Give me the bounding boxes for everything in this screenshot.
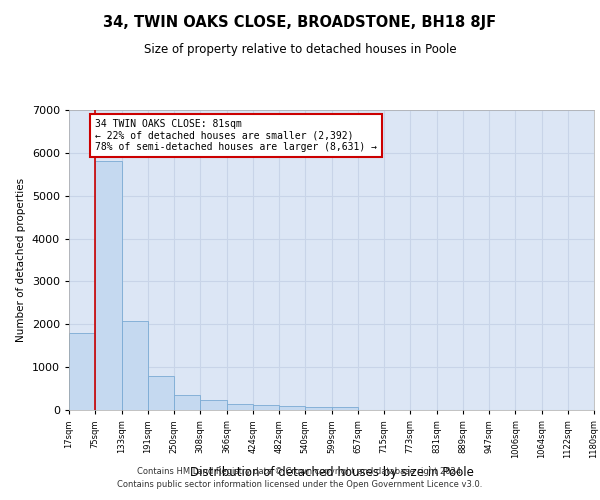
- Bar: [331, 408, 358, 410]
- Bar: [69, 333, 95, 410]
- Text: 34, TWIN OAKS CLOSE, BROADSTONE, BH18 8JF: 34, TWIN OAKS CLOSE, BROADSTONE, BH18 8J…: [103, 15, 497, 30]
- Bar: [253, 406, 279, 410]
- Bar: [148, 376, 174, 410]
- Bar: [279, 406, 305, 410]
- Text: Contains HM Land Registry data © Crown copyright and database right 2024.: Contains HM Land Registry data © Crown c…: [137, 467, 463, 476]
- X-axis label: Distribution of detached houses by size in Poole: Distribution of detached houses by size …: [190, 466, 473, 479]
- Bar: [174, 395, 200, 410]
- Bar: [305, 407, 331, 410]
- Bar: [121, 321, 148, 410]
- Bar: [95, 162, 121, 410]
- Text: Contains public sector information licensed under the Open Government Licence v3: Contains public sector information licen…: [118, 480, 482, 489]
- Bar: [200, 400, 227, 410]
- Text: Size of property relative to detached houses in Poole: Size of property relative to detached ho…: [143, 42, 457, 56]
- Y-axis label: Number of detached properties: Number of detached properties: [16, 178, 26, 342]
- Bar: [227, 404, 253, 410]
- Text: 34 TWIN OAKS CLOSE: 81sqm
← 22% of detached houses are smaller (2,392)
78% of se: 34 TWIN OAKS CLOSE: 81sqm ← 22% of detac…: [95, 119, 377, 152]
